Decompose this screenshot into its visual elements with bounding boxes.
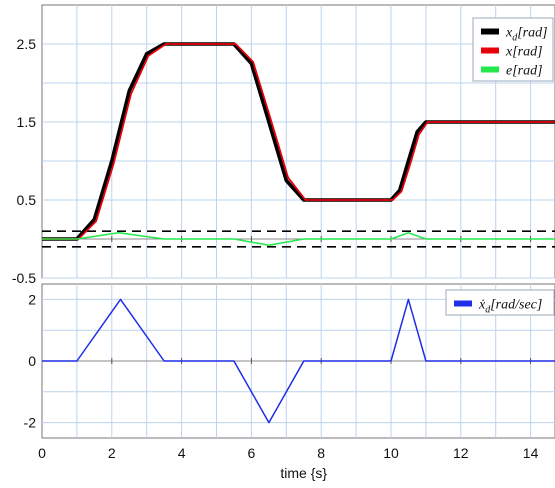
x-tick-label: 10 (383, 445, 399, 461)
series-line-e (42, 232, 555, 246)
x-tick-label: 14 (523, 445, 539, 461)
x-tick-label: 4 (178, 445, 186, 461)
bottom-y-tick-labels: 2 0 -2 (24, 291, 37, 430)
series-line-x (42, 43, 555, 240)
legend-entry: x[rad] (505, 45, 543, 60)
x-tick-label: 0 (38, 445, 46, 461)
legend-swatch (481, 47, 499, 54)
series-line-xd (42, 42, 555, 241)
y-tick-label: -2 (24, 415, 37, 431)
top-y-tick-labels: 2.5 1.5 0.5 -0.5 (12, 36, 36, 286)
series-line-d (42, 298, 555, 424)
top-reference-lines (42, 230, 555, 248)
y-tick-label: -0.5 (12, 270, 36, 286)
top-plot-frame (41, 4, 555, 279)
top-series (42, 42, 555, 246)
bottom-legend: ẋd[rad/sec] (445, 289, 555, 316)
y-tick-label: 0 (28, 353, 36, 369)
x-tick-label: 12 (453, 445, 469, 461)
legend-entry: xd[rad] (505, 26, 548, 44)
bottom-panel: 20-2 0 2 4 6 8 10 12 14 ẋd[rad/sec] time {s} (24, 283, 555, 481)
x-tick-label: 6 (248, 445, 256, 461)
bottom-series (42, 298, 555, 424)
y-tick-label: 1.5 (17, 114, 37, 130)
x-axis-label: time {s} (280, 465, 327, 481)
bottom-x-tick-labels: 0 2 4 6 8 10 12 14 (38, 445, 538, 461)
y-tick-label: 2.5 (17, 36, 37, 52)
x-tick-label: 2 (108, 445, 116, 461)
top-legend: xd[rad]x[rad] e[rad] (472, 17, 554, 82)
legend-entry: ẋd[rad/sec] (478, 298, 542, 316)
y-tick-label: 0.5 (17, 192, 37, 208)
top-panel: 2.5 1.5 0.5 -0.5 xd[rad]x[rad] e[rad] (12, 4, 555, 286)
legend-swatch (481, 66, 499, 73)
legend-swatch (454, 300, 472, 307)
x-tick-label: 8 (317, 445, 325, 461)
legend-entry: e[rad] (506, 64, 543, 79)
legend-swatch (481, 28, 499, 35)
y-tick-label: 2 (28, 291, 36, 307)
